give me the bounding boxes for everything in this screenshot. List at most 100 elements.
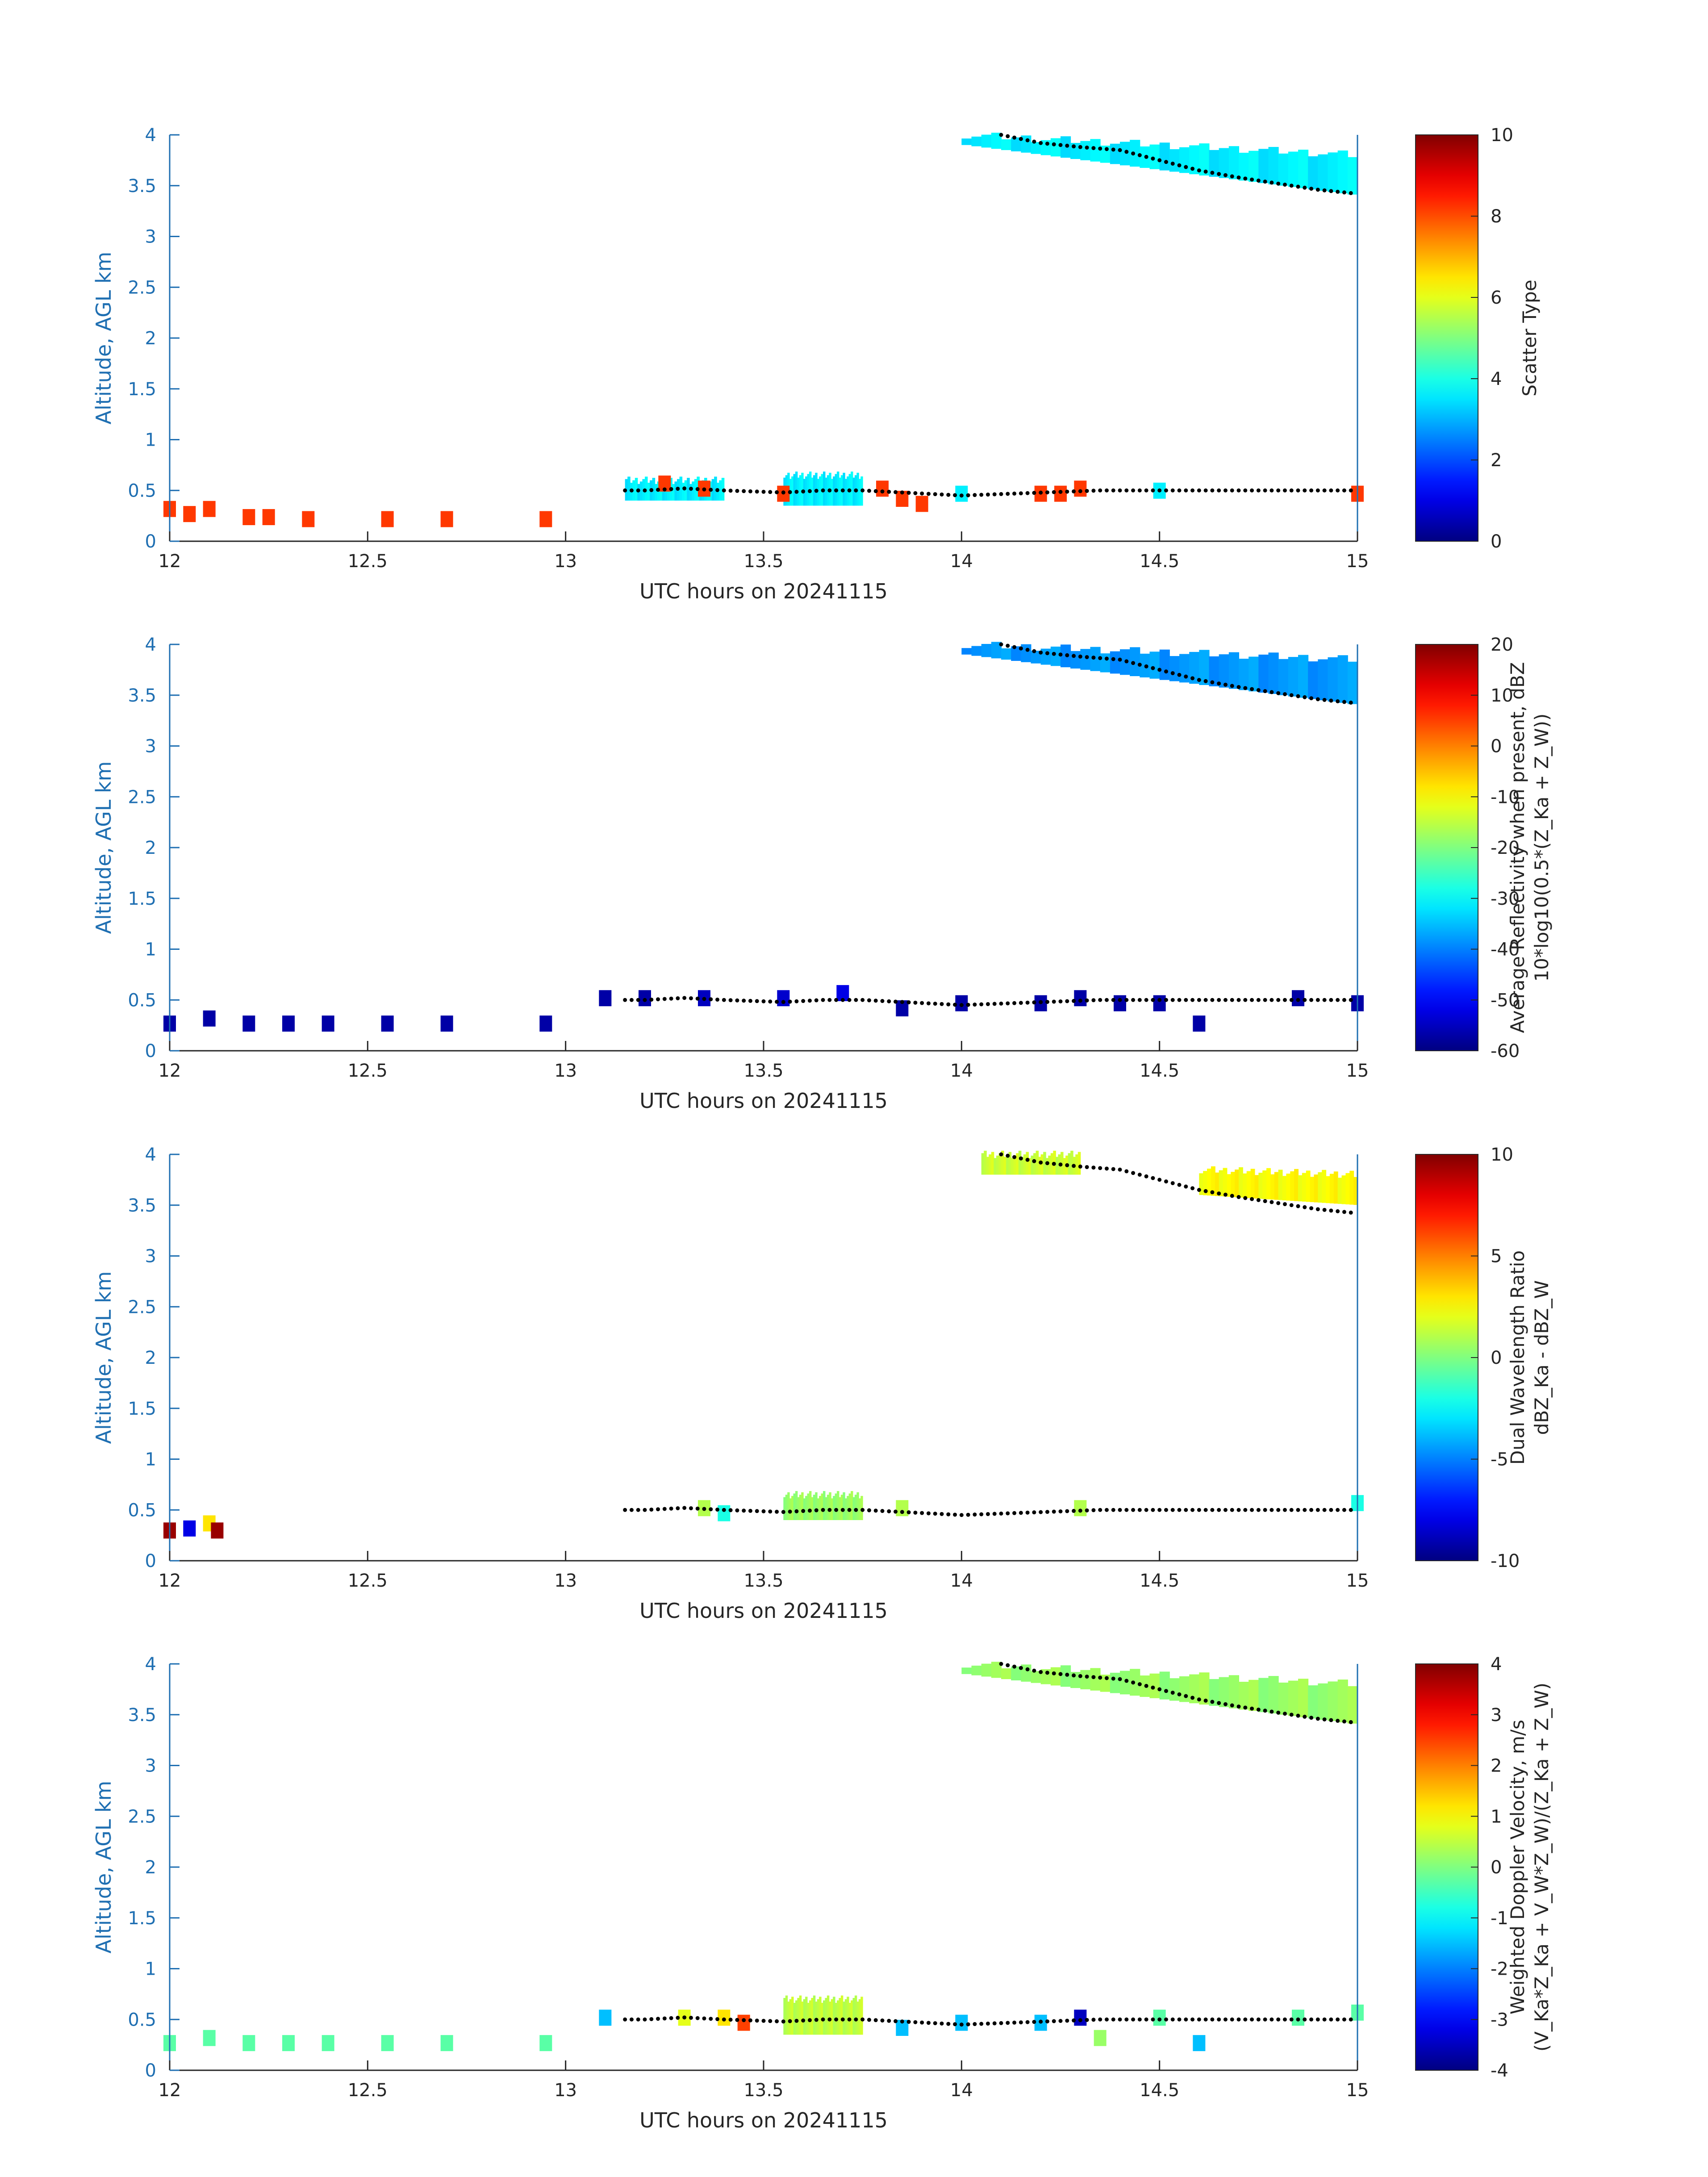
region-cell: [1120, 142, 1131, 166]
overlay-dot: [1012, 645, 1017, 649]
overlay-dot: [1006, 1001, 1010, 1006]
region-cell: [827, 1495, 830, 1520]
region-cell: [1016, 1153, 1019, 1175]
overlay-dot: [1236, 998, 1241, 1002]
overlay-dot: [1256, 178, 1261, 183]
colorbar-label: Dual Wavelength Ratio: [1507, 1250, 1528, 1465]
overlay-dot: [1303, 1714, 1307, 1719]
region-cell: [1333, 1171, 1338, 1204]
region-cell: [991, 1662, 1002, 1678]
region-cell: [1179, 147, 1190, 173]
overlay-dot: [1019, 1156, 1023, 1161]
region-cell: [817, 479, 820, 506]
overlay-dot: [1157, 1178, 1162, 1182]
y-tick-label: 2.5: [128, 1297, 156, 1317]
overlay-dot: [1336, 1718, 1340, 1723]
region-cell: [1077, 1152, 1081, 1175]
overlay-dot: [1164, 998, 1168, 1002]
overlay-dot: [1250, 1508, 1254, 1512]
region-cell: [1239, 1167, 1243, 1198]
data-cell: [1074, 2010, 1087, 2026]
data-cell: [915, 496, 928, 512]
overlay-dot: [1104, 1166, 1109, 1171]
region-cell: [1294, 1169, 1299, 1201]
region-cell: [819, 1997, 822, 2035]
overlay-dot: [1296, 184, 1300, 189]
region-cell: [805, 1997, 808, 2035]
overlay-dot: [926, 1511, 931, 1516]
region-cell: [1318, 659, 1328, 701]
data-cell: [262, 509, 275, 525]
colorbar-label: Average Reflectivity when present, dBZ: [1507, 662, 1528, 1033]
region-cell: [1254, 1175, 1259, 1199]
region-cell: [1018, 1150, 1022, 1175]
overlay-dot: [894, 1509, 898, 1514]
overlay-dot: [1349, 998, 1353, 1002]
overlay-dot: [1322, 1208, 1327, 1212]
overlay-dot: [656, 2017, 660, 2021]
overlay-dot: [1118, 1677, 1122, 1681]
overlay-dot: [920, 491, 924, 496]
data-cell: [599, 2010, 612, 2026]
overlay-dot: [1039, 1160, 1043, 1165]
overlay-dot: [629, 2017, 634, 2022]
overlay-dot: [834, 1508, 839, 1512]
overlay-dot: [1111, 2017, 1115, 2022]
overlay-dot: [979, 2022, 984, 2026]
region-cell: [833, 476, 835, 506]
overlay-dot: [715, 1507, 720, 1512]
overlay-dot: [768, 490, 773, 494]
region-cell: [1031, 1671, 1041, 1683]
overlay-dot: [1276, 1710, 1281, 1715]
y-tick-label: 0: [145, 1041, 156, 1061]
overlay-dot: [1276, 998, 1281, 1002]
region-cell: [1199, 650, 1210, 685]
overlay-dot: [669, 487, 673, 491]
overlay-dot: [1065, 1163, 1069, 1167]
overlay-dot: [1322, 188, 1327, 192]
overlay-dot: [1236, 1195, 1241, 1199]
overlay-dot: [722, 488, 726, 493]
region-cell: [813, 1495, 816, 1520]
overlay-dot: [946, 1512, 951, 1517]
overlay-dot: [1322, 1508, 1327, 1512]
overlay-dot: [689, 486, 693, 491]
region-cell: [1001, 1668, 1012, 1680]
overlay-dot: [999, 1001, 1003, 1006]
overlay-dot: [1006, 643, 1010, 648]
region-cell: [860, 1496, 863, 1520]
overlay-dot: [735, 1508, 739, 1513]
overlay-dot: [1276, 1508, 1281, 1512]
overlay-dot: [1349, 1210, 1353, 1215]
region-cell: [1169, 656, 1180, 681]
overlay-dot: [887, 489, 891, 494]
overlay-dot: [1006, 1511, 1010, 1516]
overlay-dot: [682, 996, 687, 1000]
overlay-dot: [1111, 1676, 1115, 1681]
region-cell: [811, 477, 814, 506]
x-tick-label: 12: [159, 1571, 181, 1591]
region-cell: [1347, 157, 1358, 195]
colorbar-tick-label: -40: [1491, 940, 1520, 960]
overlay-dot: [1203, 1698, 1208, 1703]
overlay-dot: [953, 1003, 957, 1007]
y-tick-label: 3.5: [128, 176, 156, 196]
overlay-dot: [1303, 488, 1307, 493]
overlay-dot: [788, 2019, 792, 2023]
overlay-dot: [894, 999, 898, 1004]
region-cell: [1231, 1172, 1236, 1197]
overlay-dot: [695, 487, 700, 491]
region-cell: [645, 476, 648, 501]
overlay-dot: [1085, 1165, 1089, 1169]
overlay-dot: [715, 488, 720, 492]
overlay-dot: [1124, 150, 1129, 154]
overlay-dot: [1006, 2021, 1010, 2025]
overlay-dot: [873, 1508, 878, 1513]
region-cell: [854, 1495, 857, 1520]
overlay-dot: [715, 2017, 720, 2021]
y-tick-label: 1.5: [128, 889, 156, 909]
overlay-dot: [709, 2017, 713, 2021]
overlay-dot: [649, 997, 654, 1002]
x-tick-label: 14.5: [1140, 1571, 1179, 1591]
overlay-dot: [1078, 999, 1082, 1003]
